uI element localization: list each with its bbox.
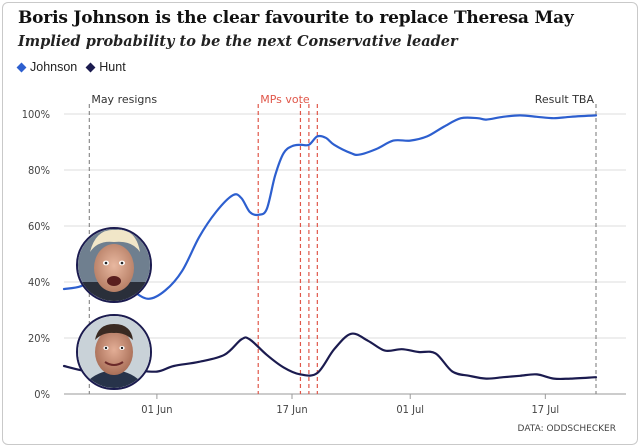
event-label: MPs vote — [260, 93, 310, 106]
series-line-hunt — [62, 332, 598, 381]
x-axis: 01 Jun 17 Jun 01 Jul 17 Jul — [141, 394, 559, 416]
event-label: May resigns — [91, 93, 157, 106]
series-lines — [62, 114, 598, 381]
legend-label: Hunt — [99, 60, 126, 74]
legend-item-hunt: Hunt — [85, 60, 126, 74]
series-line-johnson — [62, 114, 598, 300]
y-tick-label: 40% — [28, 276, 50, 289]
legend-label: Johnson — [30, 60, 78, 74]
event-markers: May resigns MPs vote Result TBA — [88, 93, 597, 394]
x-tick-label: 01 Jun — [141, 403, 172, 416]
x-tick-label: 17 Jun — [276, 403, 307, 416]
x-tick-label: 01 Jul — [396, 403, 424, 416]
y-axis: 0% 20% 40% 60% 80% 100% — [22, 108, 50, 401]
legend-item-johnson: Johnson — [16, 60, 78, 74]
y-tick-label: 100% — [22, 108, 50, 121]
y-tick-label: 0% — [34, 388, 50, 401]
legend: Johnson Hunt — [16, 60, 126, 74]
x-tick-label: 17 Jul — [531, 403, 559, 416]
chart-subtitle: Implied probability to be the next Conse… — [18, 33, 458, 50]
chart-title: Boris Johnson is the clear favourite to … — [18, 8, 574, 28]
y-tick-label: 80% — [28, 164, 50, 177]
event-label: Result TBA — [535, 93, 595, 106]
y-tick-label: 20% — [28, 332, 50, 345]
y-tick-label: 60% — [28, 220, 50, 233]
johnson-portrait — [76, 227, 152, 303]
data-source: DATA: ODDSCHECKER — [518, 424, 616, 434]
hunt-portrait — [76, 314, 152, 390]
